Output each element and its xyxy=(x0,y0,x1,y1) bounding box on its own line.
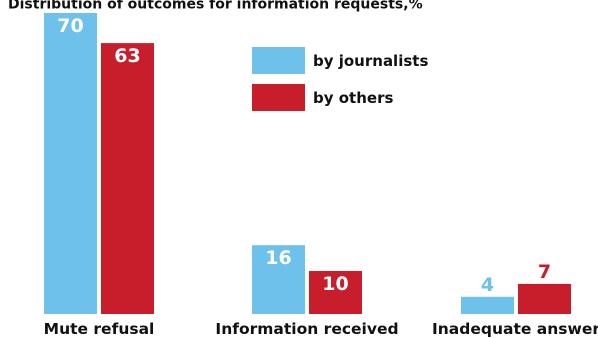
legend-swatch-by-journalists xyxy=(252,47,305,74)
bar-inadequate-answer-by-others xyxy=(518,283,571,314)
data-label-inadequate-answer-by-others: 7 xyxy=(538,261,551,283)
legend-swatch-by-others xyxy=(252,84,305,111)
category-labels: Mute refusal Information received Inadequa… xyxy=(44,320,598,338)
bar-mute-refusal-by-others xyxy=(101,43,154,314)
chart-title: Distribution of outcomes for information… xyxy=(8,0,423,13)
bar-mute-refusal-by-journalists xyxy=(44,13,97,314)
bar-inadequate-answer-by-journalists xyxy=(461,296,514,314)
data-label-mute-refusal-by-journalists: 70 xyxy=(57,15,83,37)
data-label-mute-refusal-by-others: 63 xyxy=(114,45,140,67)
legend: by journalists by others xyxy=(252,47,428,111)
bars-layer: 70 63 16 10 4 7 xyxy=(44,13,571,314)
legend-label-by-others: by others xyxy=(313,89,393,107)
bar-information-received-by-journalists xyxy=(252,245,305,314)
category-label-inadequate-answer: Inadequate answer xyxy=(432,320,598,338)
category-label-mute-refusal: Mute refusal xyxy=(44,320,155,338)
bar-information-received-by-others xyxy=(309,271,362,314)
data-label-information-received-by-journalists: 16 xyxy=(265,247,291,269)
data-label-information-received-by-others: 10 xyxy=(322,273,348,295)
category-label-information-received: Information received xyxy=(215,320,398,338)
data-label-inadequate-answer-by-journalists: 4 xyxy=(481,274,494,296)
legend-label-by-journalists: by journalists xyxy=(313,52,428,70)
